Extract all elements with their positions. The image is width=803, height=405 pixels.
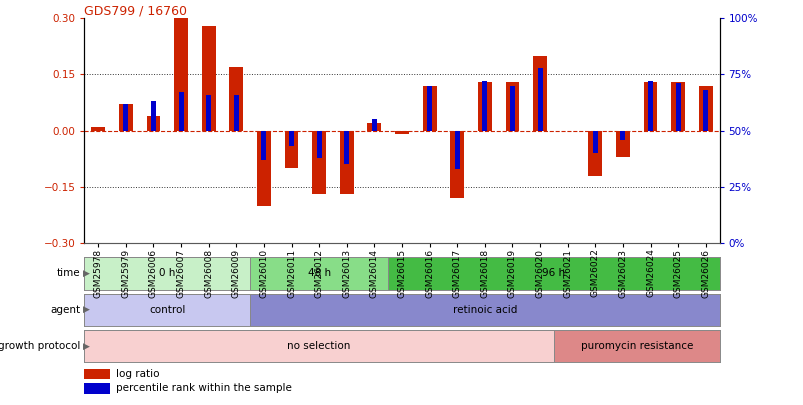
Bar (206, 95, 211, 130)
Bar (553, 330, 719, 362)
Bar (344, 130, 349, 164)
Bar (84, 383, 110, 394)
Text: percentile rank within the sample: percentile rank within the sample (116, 384, 291, 393)
Bar (372, 119, 377, 130)
Text: ▶: ▶ (83, 342, 90, 351)
Text: agent: agent (51, 305, 80, 315)
Bar (202, 26, 215, 130)
Bar (675, 83, 680, 130)
Text: control: control (149, 305, 185, 315)
Text: 0 h: 0 h (159, 269, 175, 278)
Bar (647, 81, 652, 130)
Bar (289, 130, 294, 146)
Bar (671, 82, 684, 130)
Bar (477, 82, 491, 130)
Bar (620, 130, 625, 140)
Text: ▶: ▶ (83, 269, 90, 278)
Bar (316, 130, 321, 158)
Bar (261, 130, 266, 160)
Bar (174, 18, 188, 130)
Text: ▶: ▶ (83, 305, 90, 314)
Bar (84, 369, 110, 379)
Bar (92, 127, 105, 130)
Bar (615, 130, 629, 157)
Bar (250, 257, 388, 290)
Bar (234, 95, 238, 130)
Bar (388, 257, 719, 290)
Bar (178, 92, 183, 130)
Bar (312, 130, 326, 194)
Bar (119, 104, 132, 130)
Bar (250, 294, 719, 326)
Text: no selection: no selection (287, 341, 350, 351)
Bar (450, 130, 463, 198)
Bar (592, 130, 597, 153)
Bar (146, 115, 160, 130)
Text: GDS799 / 16760: GDS799 / 16760 (84, 4, 187, 17)
Bar (532, 55, 546, 130)
Bar (367, 123, 381, 130)
Bar (698, 85, 711, 130)
Bar (340, 130, 353, 194)
Text: time: time (57, 269, 80, 278)
Bar (394, 130, 409, 134)
Bar (454, 130, 459, 169)
Bar (257, 130, 271, 205)
Bar (229, 67, 243, 130)
Bar (703, 90, 707, 130)
Text: log ratio: log ratio (116, 369, 160, 379)
Bar (482, 81, 487, 130)
Bar (422, 85, 436, 130)
Text: 48 h: 48 h (308, 269, 330, 278)
Bar (588, 130, 601, 175)
Bar (84, 294, 250, 326)
Bar (151, 101, 156, 130)
Text: growth protocol: growth protocol (0, 341, 80, 351)
Bar (284, 130, 298, 168)
Bar (123, 104, 128, 130)
Text: puromycin resistance: puromycin resistance (580, 341, 692, 351)
Text: retinoic acid: retinoic acid (452, 305, 516, 315)
Text: 96 h: 96 h (542, 269, 565, 278)
Bar (643, 82, 657, 130)
Bar (505, 82, 519, 130)
Bar (84, 257, 250, 290)
Bar (84, 330, 553, 362)
Bar (426, 85, 431, 130)
Bar (509, 85, 514, 130)
Bar (537, 68, 542, 130)
